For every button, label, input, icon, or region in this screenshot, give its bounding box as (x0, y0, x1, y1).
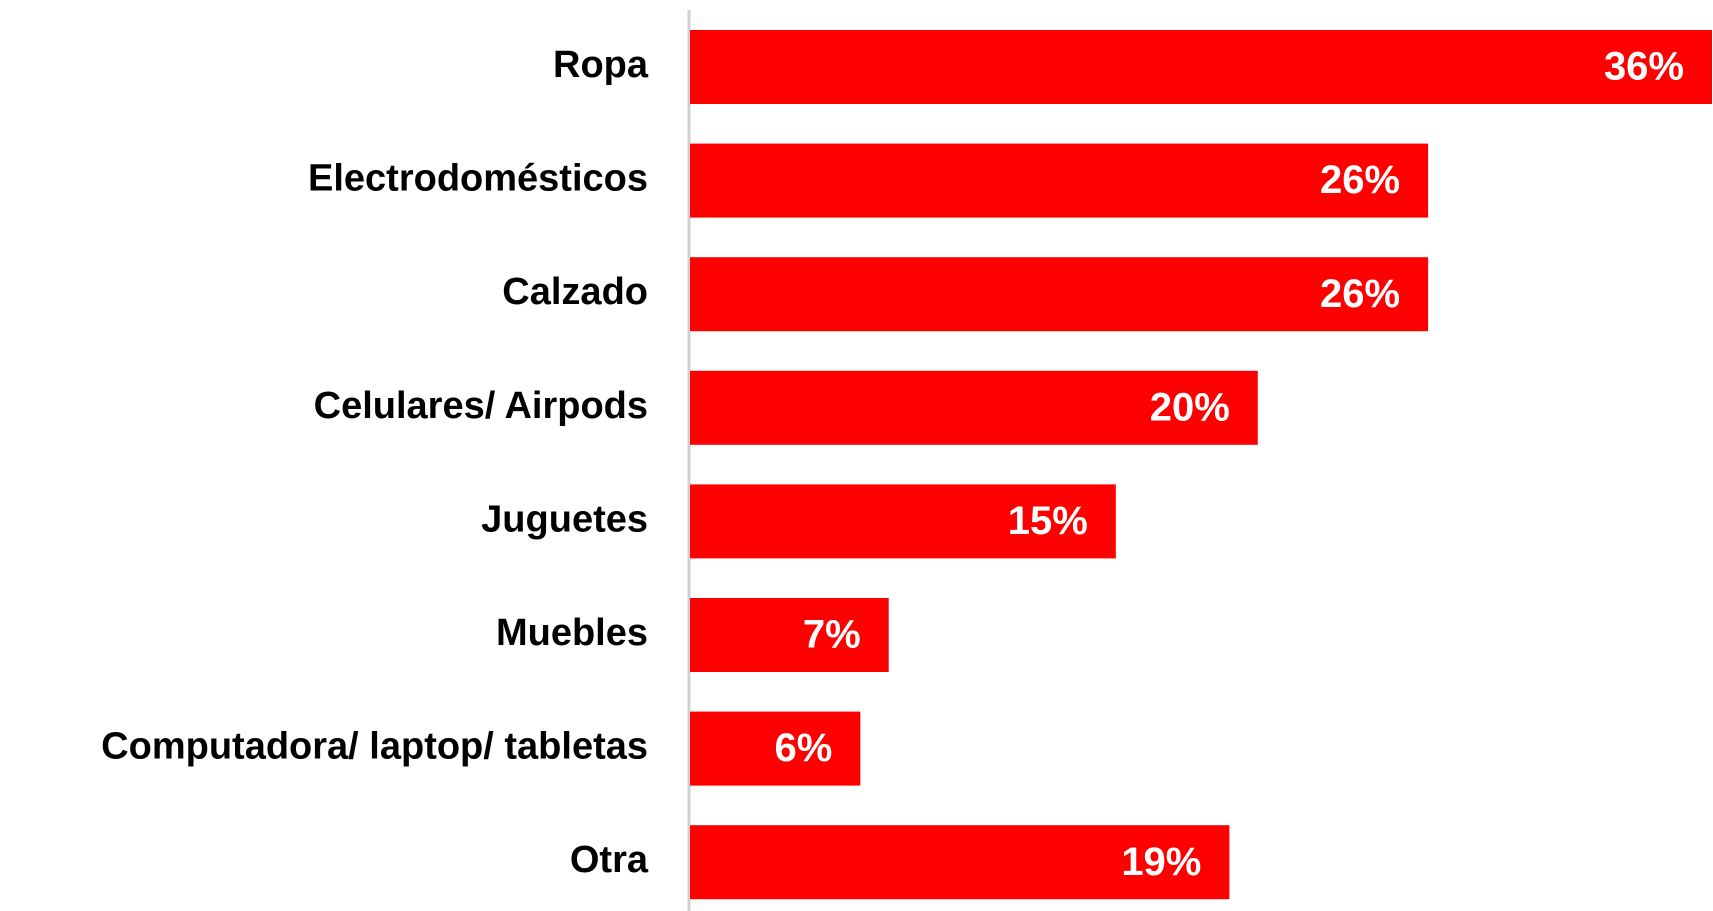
value-label: 20% (1150, 385, 1230, 429)
bar (690, 370, 1258, 445)
category-label: Electrodomésticos (308, 158, 648, 200)
category-label: Muebles (496, 612, 648, 654)
bar (690, 825, 1230, 900)
category-label: Juguetes (481, 498, 648, 540)
bar (690, 257, 1429, 332)
category-label: Celulares/ Airpods (314, 385, 648, 427)
value-label: 15% (1008, 499, 1088, 543)
value-label: 26% (1320, 158, 1400, 202)
category-label: Computadora/ laptop/ tabletas (101, 726, 648, 768)
value-label: 19% (1121, 840, 1201, 884)
value-label: 36% (1604, 45, 1684, 89)
category-label: Otra (570, 839, 649, 881)
value-label: 7% (803, 613, 861, 657)
bar (690, 598, 889, 672)
category-label: Ropa (553, 44, 649, 86)
category-label: Calzado (502, 271, 648, 313)
value-label: 6% (775, 726, 833, 770)
bar (690, 711, 861, 786)
bar (690, 484, 1116, 559)
value-label: 26% (1320, 272, 1400, 316)
bar (690, 30, 1712, 104)
bar (690, 143, 1429, 218)
